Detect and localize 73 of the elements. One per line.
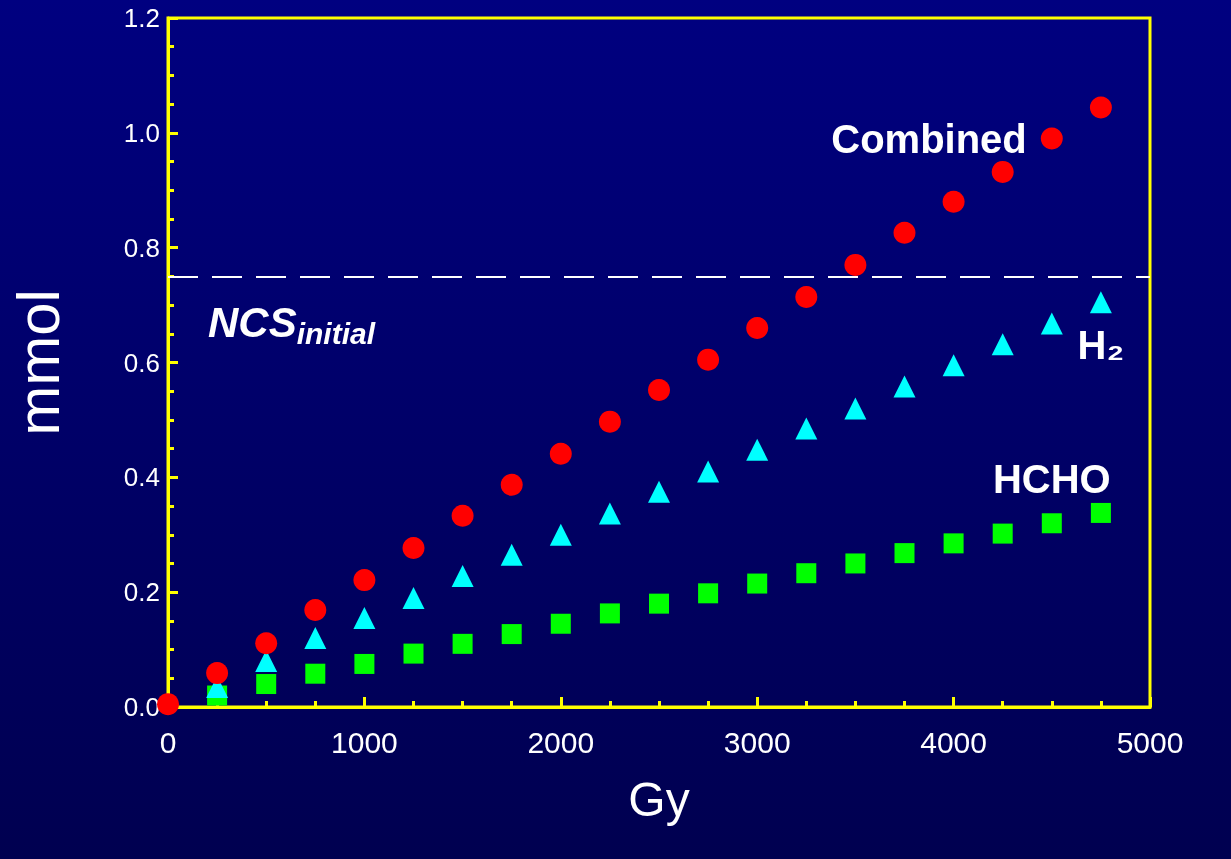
point [501,624,522,645]
point [500,473,523,496]
point [256,674,277,695]
point [844,397,867,420]
point [845,553,866,574]
x-tick-label: 3000 [723,725,791,759]
point [353,569,376,592]
point [206,662,229,685]
series-label: Combined [831,116,1027,161]
point [1089,96,1112,119]
point [697,460,720,483]
point [1041,513,1062,534]
series-label: HCHO [992,457,1111,502]
point [402,536,425,559]
point [649,593,669,614]
point [746,438,769,461]
y-tick-label: 0.6 [123,347,160,378]
point [1040,312,1063,335]
point [893,221,916,244]
point [991,160,1014,183]
point [746,317,769,340]
point [599,603,620,624]
point [942,354,965,377]
series-label: H₂ [1077,323,1125,368]
x-tick-label: 0 [159,725,177,759]
point [353,607,376,629]
point [1090,502,1111,523]
point [452,633,473,654]
x-tick-label: 1000 [331,725,398,759]
point [698,583,719,604]
y-tick-label: 1.0 [123,117,160,148]
point [157,693,179,716]
point [648,379,670,402]
point [255,632,278,655]
point [844,253,867,276]
point [697,348,720,371]
point [451,565,474,588]
point [894,543,915,564]
point [795,286,818,309]
point [747,573,768,594]
point [893,375,916,398]
y-tick-label: 0.2 [123,577,160,608]
point [451,504,474,527]
point [549,523,572,546]
point [991,333,1014,356]
point [1089,291,1112,314]
x-axis-title: Gy [628,772,690,826]
y-tick-label: 0.8 [123,232,160,263]
point [796,563,817,584]
point [550,613,571,634]
y-tick-label: 1.2 [123,3,160,33]
point [500,543,523,566]
point [942,190,965,213]
point [598,502,621,525]
point [648,480,670,503]
x-tick-label: 2000 [527,725,595,759]
x-tick-label: 5000 [1116,725,1184,759]
point [354,653,375,674]
point [943,533,964,554]
y-tick-label: 0.0 [123,692,160,722]
point [992,523,1013,544]
point [305,663,326,684]
y-axis-title: mmol [4,289,72,436]
x-tick-label: 4000 [920,725,987,759]
point [403,643,424,664]
y-tick-label: 0.4 [123,462,160,493]
point [795,417,818,440]
point [549,442,572,465]
point [304,598,327,621]
point [598,410,621,433]
point [1040,127,1063,150]
point [304,627,327,650]
point [402,586,425,609]
